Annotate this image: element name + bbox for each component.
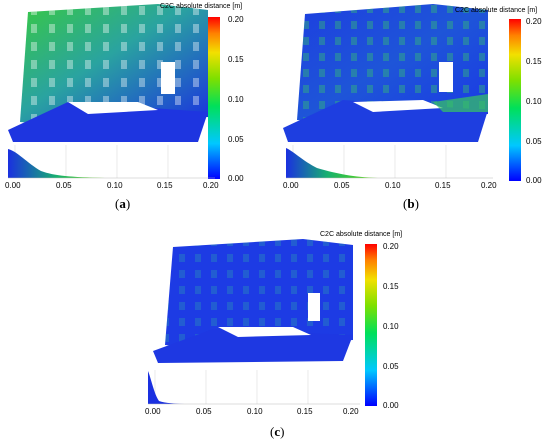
tick-a-020: 0.20 <box>228 15 244 24</box>
scale-title-b: C2C absolute distance [m] <box>455 7 538 14</box>
caption-a: (a) <box>115 196 131 211</box>
tick-b-005: 0.05 <box>526 137 542 146</box>
tick-c-015: 0.15 <box>383 282 399 291</box>
panel-c: C2C absolute distance [m] 0.20 0.15 0.10… <box>135 225 415 443</box>
hist-c-x2: 0.10 <box>247 407 263 416</box>
hist-c-x0: 0.00 <box>145 407 161 416</box>
tick-c-010: 0.10 <box>383 322 399 331</box>
point-cloud-c <box>153 239 353 363</box>
tick-a-005: 0.05 <box>228 135 244 144</box>
caption-b: (b) <box>403 196 419 211</box>
tick-c-000: 0.00 <box>383 401 399 410</box>
tick-b-010: 0.10 <box>526 97 542 106</box>
hist-a-x4: 0.20 <box>203 181 219 190</box>
color-scale-a <box>208 17 220 179</box>
point-cloud-a <box>8 4 208 142</box>
hist-b-x4: 0.20 <box>481 181 497 190</box>
point-cloud-b <box>283 4 488 142</box>
hist-c-x4: 0.20 <box>343 407 359 416</box>
tick-a-000: 0.00 <box>228 174 244 183</box>
histogram-b <box>286 145 493 179</box>
hist-a-x2: 0.10 <box>107 181 123 190</box>
histogram-a <box>8 145 215 179</box>
color-scale-b <box>509 19 521 181</box>
histogram-c <box>148 370 360 405</box>
hist-c-x3: 0.15 <box>297 407 313 416</box>
hist-a-x3: 0.15 <box>157 181 173 190</box>
hist-a-x0: 0.00 <box>5 181 21 190</box>
tick-c-005: 0.05 <box>383 362 399 371</box>
tick-c-020: 0.20 <box>383 242 399 251</box>
tick-b-000: 0.00 <box>526 176 542 185</box>
tick-a-010: 0.10 <box>228 95 244 104</box>
hist-b-x1: 0.05 <box>334 181 350 190</box>
scale-title-a: C2C absolute distance [m] <box>160 3 243 10</box>
caption-c: (c) <box>270 424 285 439</box>
panel-b: C2C absolute distance [m] 0.20 0.15 0.10… <box>275 0 550 215</box>
color-scale-c <box>365 244 377 406</box>
hist-b-x0: 0.00 <box>283 181 299 190</box>
tick-b-020: 0.20 <box>526 17 542 26</box>
tick-a-015: 0.15 <box>228 55 244 64</box>
scale-title-c: C2C absolute distance [m] <box>320 231 403 238</box>
hist-c-x1: 0.05 <box>196 407 212 416</box>
hist-a-x1: 0.05 <box>56 181 72 190</box>
hist-b-x3: 0.15 <box>435 181 451 190</box>
tick-b-015: 0.15 <box>526 57 542 66</box>
hist-b-x2: 0.10 <box>385 181 401 190</box>
panel-a: C2C absolute distance [m] 0.20 0.15 0.10… <box>0 0 275 215</box>
